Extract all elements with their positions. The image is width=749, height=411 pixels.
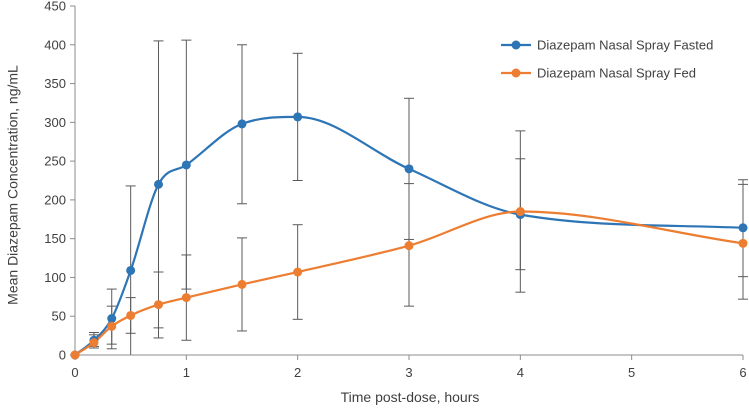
- data-points: [70, 112, 748, 360]
- data-point-fed: [126, 310, 136, 320]
- legend: Diazepam Nasal Spray Fasted Diazepam Nasa…: [501, 38, 713, 81]
- y-tick-label: 100: [44, 270, 66, 285]
- y-tick-label: 0: [59, 348, 66, 363]
- data-point-fasted: [237, 119, 247, 129]
- legend-marker-fed: [511, 68, 521, 78]
- y-tick-label: 150: [44, 231, 66, 246]
- y-tick-label: 250: [44, 154, 66, 169]
- axes: [70, 5, 744, 360]
- data-point-fasted: [181, 160, 191, 170]
- data-point-fasted: [293, 112, 303, 122]
- legend-marker-fasted: [511, 40, 521, 50]
- data-point-fed: [293, 267, 303, 277]
- data-point-fed: [738, 238, 748, 248]
- y-tick-label: 400: [44, 37, 66, 52]
- legend-label-fed: Diazepam Nasal Spray Fed: [537, 66, 696, 81]
- y-tick-label: 350: [44, 76, 66, 91]
- legend-label-fasted: Diazepam Nasal Spray Fasted: [537, 38, 713, 53]
- data-point-fasted: [738, 223, 748, 233]
- y-axis-title: Mean Diazepam Concentration, ng/mL: [5, 65, 21, 305]
- y-tick-label: 300: [44, 115, 66, 130]
- data-point-fasted: [154, 179, 163, 189]
- x-tick-label: 6: [739, 365, 746, 380]
- x-tick-label: 0: [71, 365, 78, 380]
- data-point-fed: [70, 350, 80, 360]
- data-point-fed: [237, 279, 247, 289]
- data-point-fasted: [126, 265, 136, 275]
- y-tick-label: 50: [52, 309, 66, 324]
- data-point-fed: [404, 241, 414, 251]
- x-tick-label: 2: [294, 365, 301, 380]
- x-tick-label: 4: [517, 365, 524, 380]
- data-point-fed: [515, 207, 525, 217]
- data-point-fed: [154, 300, 163, 310]
- data-point-fasted: [107, 314, 117, 324]
- tick-labels: 0 50 100 150 200 250 300 350 400 450 0 1 2 3 4 5 6: [44, 0, 746, 380]
- x-axis-title: Time post-dose, hours: [341, 389, 480, 405]
- data-point-fed: [89, 338, 99, 348]
- data-point-fasted: [404, 164, 414, 174]
- data-point-fed: [107, 321, 117, 331]
- x-tick-label: 3: [405, 365, 412, 380]
- y-tick-label: 200: [44, 192, 66, 207]
- y-tick-label: 450: [44, 0, 66, 14]
- error-bars: [88, 39, 748, 356]
- x-tick-label: 1: [183, 365, 190, 380]
- x-tick-label: 5: [628, 365, 635, 380]
- data-point-fed: [181, 293, 191, 303]
